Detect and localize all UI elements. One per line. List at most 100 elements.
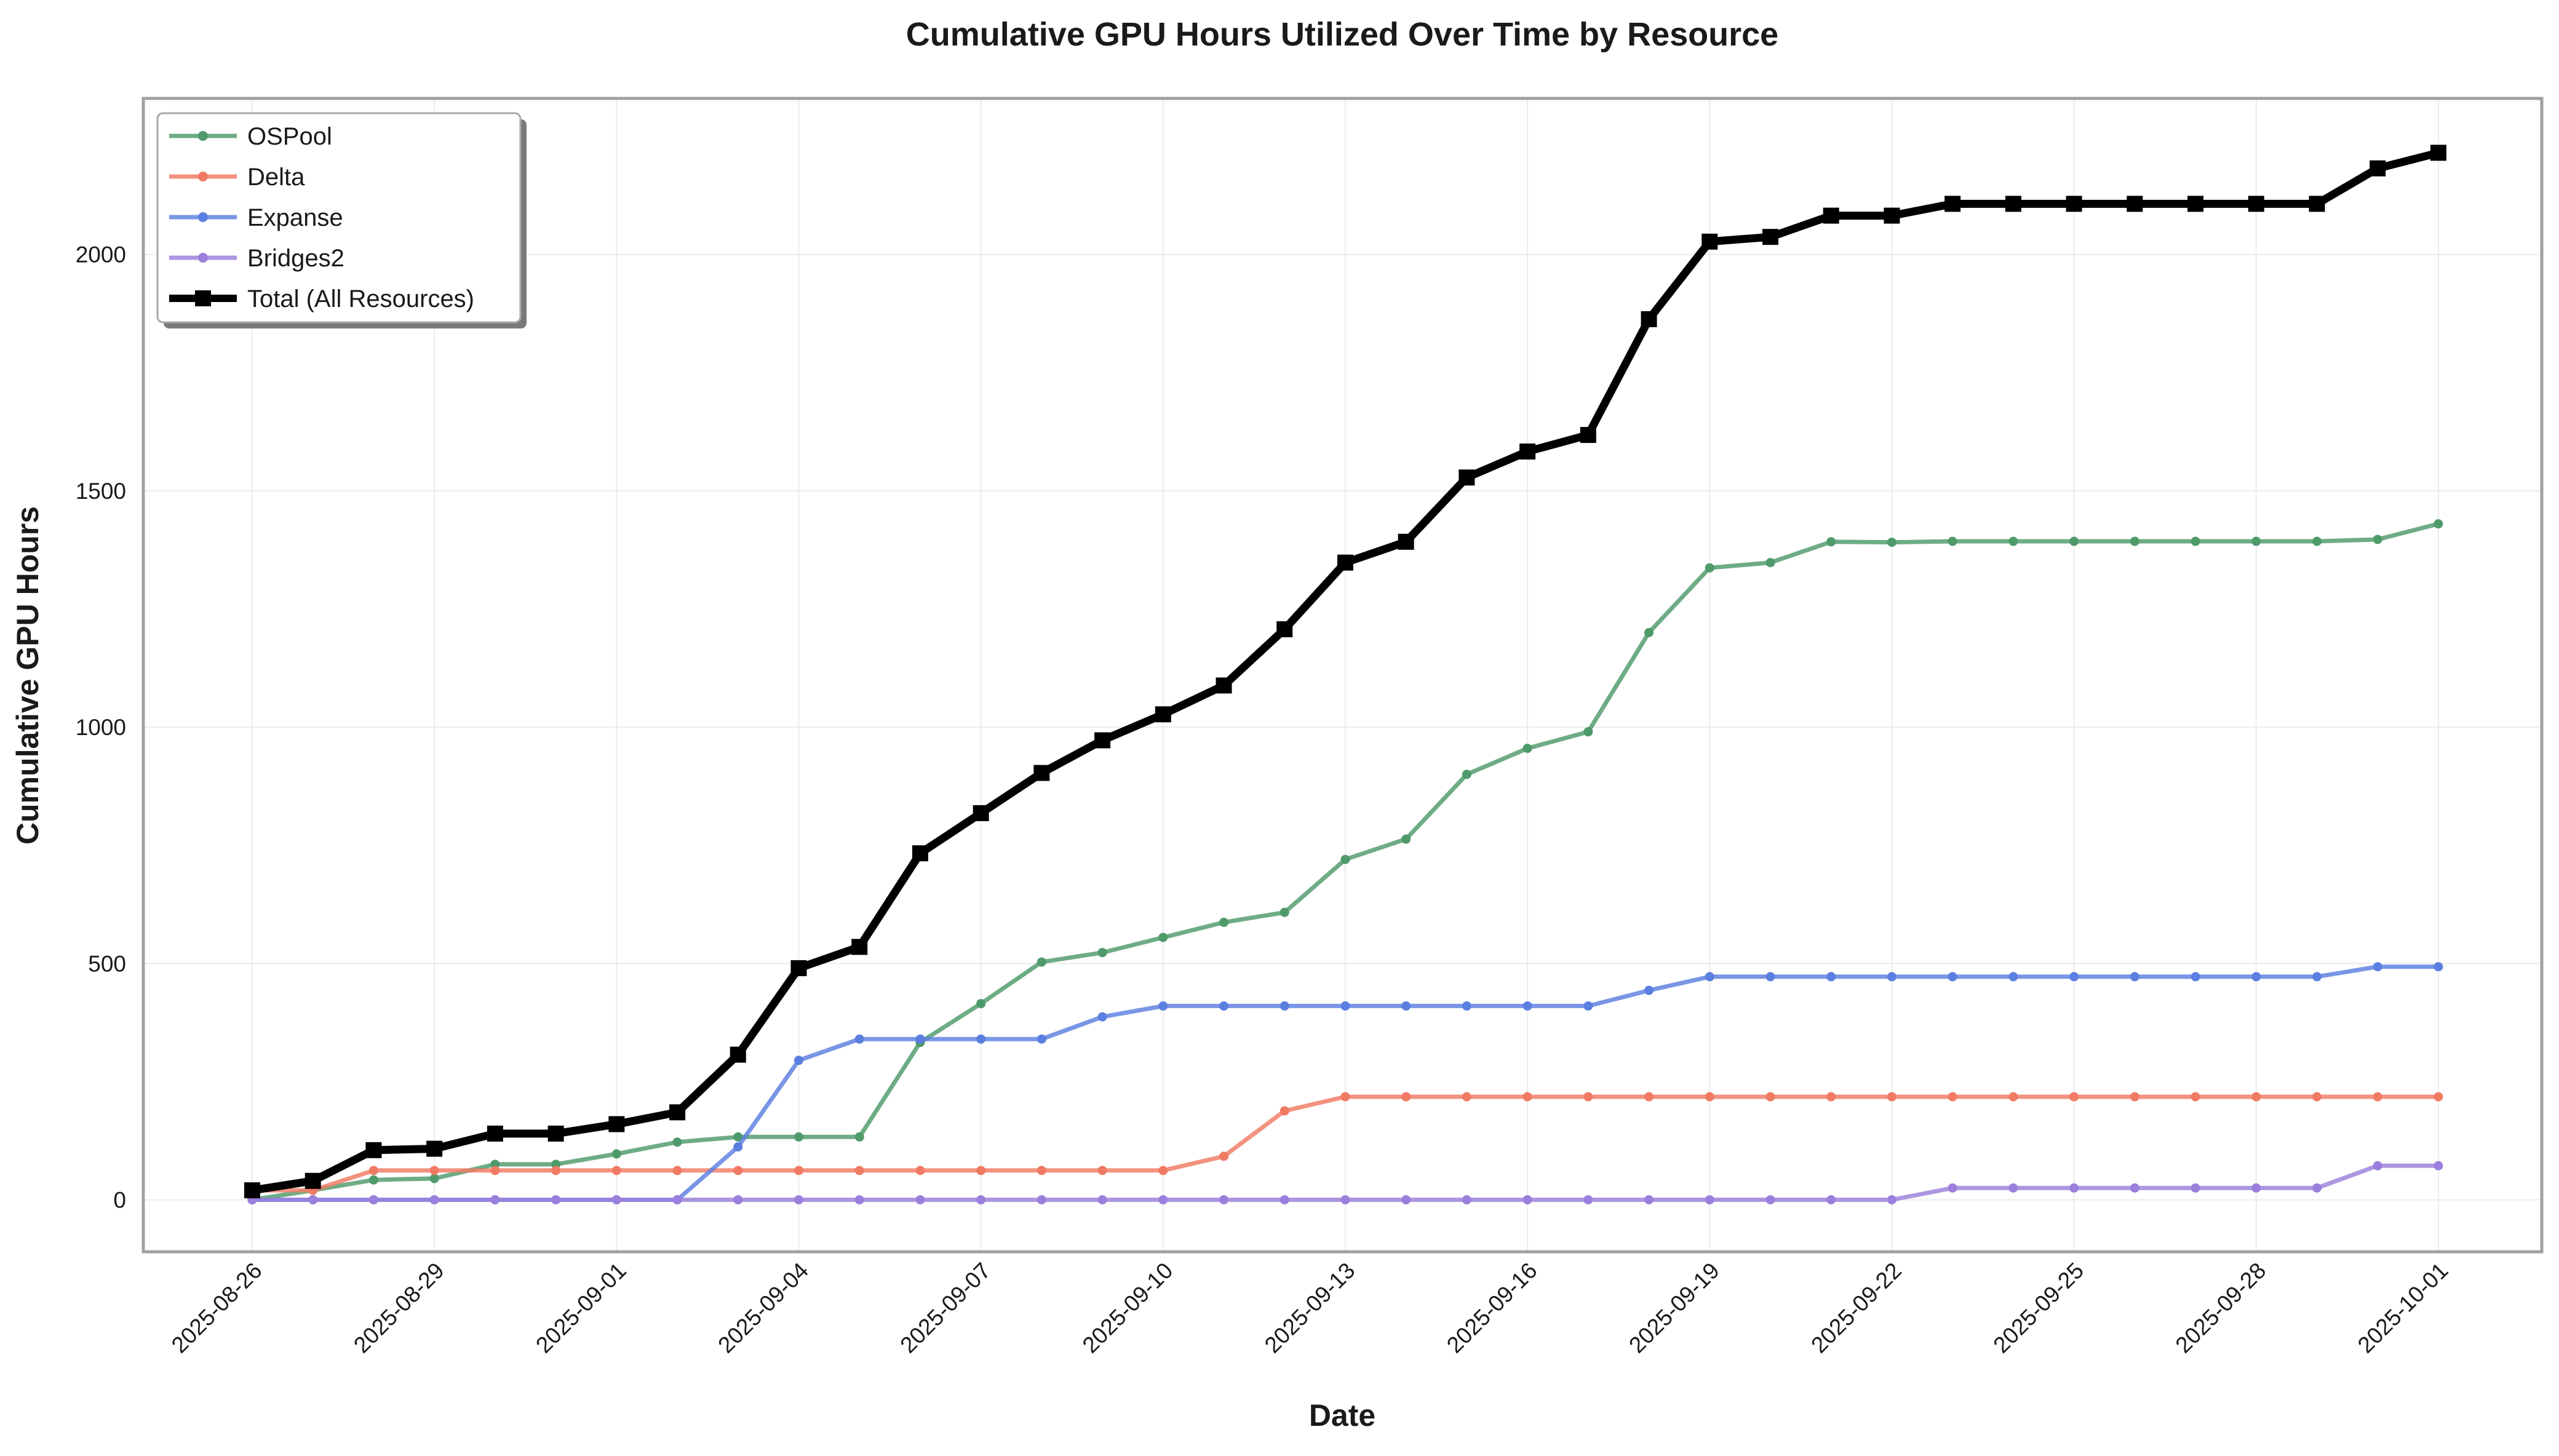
legend-marker: [198, 131, 208, 141]
data-point: [1826, 972, 1836, 982]
data-point: [1033, 765, 1050, 781]
data-point: [1887, 972, 1896, 982]
data-point: [1701, 233, 1718, 250]
data-point: [854, 1195, 864, 1204]
series-lines: [244, 145, 2446, 1204]
data-point: [1097, 1195, 1107, 1204]
data-point: [1037, 957, 1046, 967]
data-point: [1887, 1092, 1896, 1102]
data-point: [1280, 1106, 1289, 1116]
data-point: [2069, 1092, 2079, 1102]
data-point: [2370, 160, 2386, 177]
data-point: [1522, 1195, 1532, 1204]
data-point: [1948, 972, 1957, 982]
data-point: [1644, 1195, 1654, 1204]
data-point: [1219, 1195, 1229, 1204]
data-point: [794, 1056, 803, 1065]
data-point: [1644, 1092, 1654, 1102]
data-point: [2312, 1183, 2322, 1193]
legend: OSPool Delta Expanse Bridges2 Total (All Res…: [156, 112, 527, 328]
data-point: [1155, 706, 1171, 723]
chart-title: Cumulative GPU Hours Utilized Over Time …: [906, 16, 1778, 53]
data-point: [1401, 1195, 1411, 1204]
data-point: [1280, 1001, 1289, 1011]
data-point: [1340, 1092, 1350, 1102]
data-point: [2312, 536, 2322, 546]
data-point: [1705, 1092, 1714, 1102]
data-point: [2127, 196, 2143, 212]
data-point: [368, 1175, 378, 1185]
data-point: [1158, 1001, 1168, 1011]
data-point: [365, 1142, 382, 1158]
data-point: [2373, 962, 2382, 972]
data-point: [669, 1104, 686, 1121]
data-point: [2069, 1183, 2079, 1193]
data-point: [429, 1174, 439, 1183]
data-point: [1705, 563, 1714, 573]
data-point: [854, 1132, 864, 1142]
data-point: [1158, 1166, 1168, 1176]
data-point: [1216, 677, 1232, 694]
legend-box: [156, 112, 522, 324]
data-point: [2248, 196, 2264, 212]
data-point: [1219, 1152, 1229, 1161]
data-point: [1644, 627, 1654, 637]
data-point: [368, 1166, 378, 1176]
data-point: [733, 1142, 743, 1152]
data-point: [1826, 1195, 1836, 1204]
data-point: [2430, 145, 2446, 161]
data-point: [2008, 972, 2018, 982]
legend-label: OSPool: [247, 123, 332, 150]
data-point: [1340, 854, 1350, 864]
data-point: [854, 1166, 864, 1176]
grid: [143, 98, 2542, 1252]
legend-label: Delta: [247, 164, 305, 191]
legend-marker: [198, 253, 208, 263]
data-point: [1826, 1092, 1836, 1102]
data-point: [1583, 727, 1593, 737]
data-point: [1583, 1195, 1593, 1204]
data-point: [672, 1137, 682, 1147]
data-point: [1459, 469, 1475, 486]
data-point: [2130, 536, 2139, 546]
data-point: [2130, 1092, 2139, 1102]
data-point: [487, 1125, 503, 1142]
legend-item: OSPool: [169, 123, 332, 150]
data-point: [2251, 1183, 2261, 1193]
data-point: [2130, 1183, 2139, 1193]
data-point: [1522, 1092, 1532, 1102]
data-point: [915, 1166, 925, 1176]
data-point: [733, 1166, 743, 1176]
data-point: [1337, 554, 1353, 571]
data-point: [1641, 311, 1657, 327]
data-point: [1948, 536, 1957, 546]
legend-marker: [198, 212, 208, 222]
data-point: [1765, 1092, 1775, 1102]
data-point: [915, 1195, 925, 1204]
data-point: [1583, 1092, 1593, 1102]
data-point: [794, 1195, 803, 1204]
data-point: [915, 1034, 925, 1044]
data-point: [2434, 1161, 2443, 1171]
plot-frame: [141, 97, 2544, 1254]
data-point: [308, 1195, 318, 1204]
y-axis-label: Cumulative GPU Hours: [10, 506, 45, 845]
legend-label: Bridges2: [247, 245, 344, 272]
data-point: [1158, 1195, 1168, 1204]
data-point: [1401, 834, 1411, 844]
data-point: [1762, 229, 1778, 245]
data-point: [1037, 1034, 1046, 1044]
data-point: [1340, 1195, 1350, 1204]
data-point: [1280, 907, 1289, 917]
data-point: [1219, 1001, 1229, 1011]
data-point: [2187, 196, 2204, 212]
data-point: [1398, 533, 1414, 550]
data-point: [2066, 196, 2082, 212]
data-point: [2373, 1092, 2382, 1102]
series-bridges2: [247, 1161, 2443, 1204]
data-point: [608, 1116, 625, 1132]
data-point: [2434, 1092, 2443, 1102]
y-tick-label: 0: [113, 1187, 126, 1212]
legend-item: Delta: [169, 164, 305, 191]
